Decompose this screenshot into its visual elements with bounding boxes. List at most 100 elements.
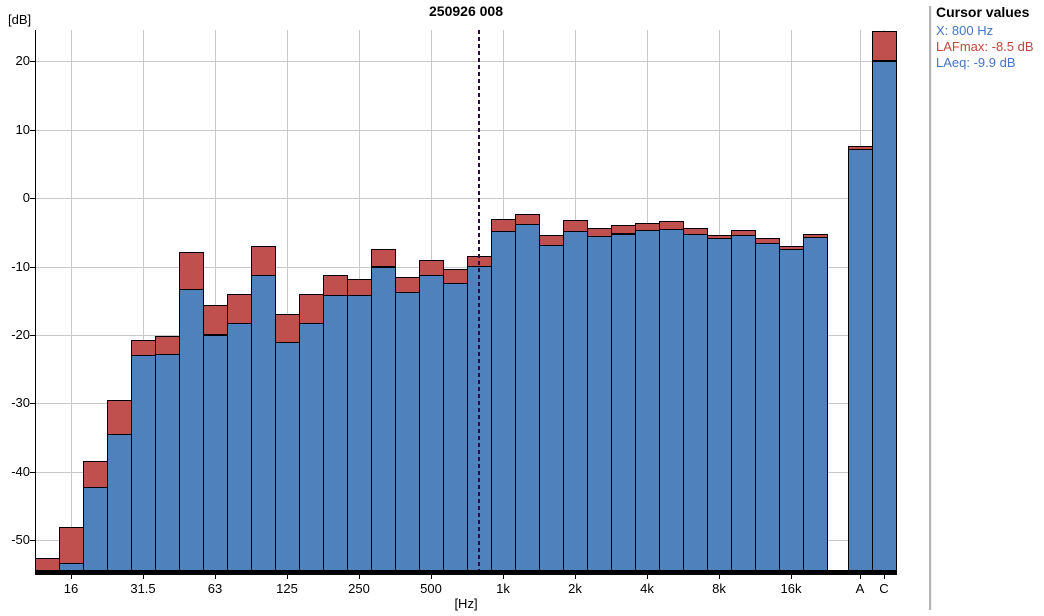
v-gridline: [215, 30, 216, 570]
x-axis-line: [35, 570, 897, 575]
x-axis-unit-label: [Hz]: [454, 596, 478, 611]
bar-laeq-315[interactable]: [371, 267, 396, 571]
bar-laeq-20k[interactable]: [803, 237, 828, 571]
y-tick-label: 0: [22, 190, 30, 205]
bar-laeq-8k[interactable]: [707, 238, 732, 571]
bar-laeq-2.5k[interactable]: [587, 236, 612, 571]
cursor-lafmax-value: LAFmax: -8.5 dB: [936, 39, 1034, 54]
bar-lafmax-20[interactable]: [83, 461, 108, 488]
y-tick-mark: [30, 267, 35, 268]
x-tick-mark: [719, 575, 720, 579]
panel-separator: [929, 6, 932, 610]
x-tick-label: 8k: [712, 581, 726, 596]
bar-lafmax-25[interactable]: [107, 400, 132, 435]
x-tick-mark: [884, 575, 885, 579]
x-tick-label: 4k: [640, 581, 654, 596]
bar-laeq-6.3k[interactable]: [683, 234, 708, 571]
bar-laeq-50[interactable]: [179, 289, 204, 571]
bar-laeq-200[interactable]: [323, 295, 348, 571]
y-tick-mark: [30, 61, 35, 62]
cursor-x-value: X: 800 Hz: [936, 23, 994, 38]
x-tick-label: 250: [348, 581, 370, 596]
y-tick-mark: [30, 403, 35, 404]
bar-laeq-3.15k[interactable]: [611, 234, 636, 571]
bar-laeq-25[interactable]: [107, 434, 132, 571]
bar-laeq-125[interactable]: [275, 342, 300, 571]
cursor-values-panel: Cursor values X: 800 Hz LAFmax: -8.5 dB …: [936, 4, 1042, 71]
bar-laeq-12.5k[interactable]: [755, 243, 780, 571]
bar-lafmax-200[interactable]: [323, 275, 348, 297]
x-tick-label: 16k: [780, 581, 802, 596]
y-tick-mark: [30, 198, 35, 199]
x-tick-mark: [359, 575, 360, 579]
bar-laeq-16k[interactable]: [779, 249, 804, 571]
bar-lafmax-63[interactable]: [203, 305, 228, 335]
y-axis-line: [35, 30, 36, 575]
v-gridline: [71, 30, 72, 570]
y-axis-unit-label: [dB]: [8, 12, 32, 27]
x-tick-label: C: [879, 581, 889, 596]
bar-lafmax-80[interactable]: [227, 294, 252, 324]
x-tick-mark: [860, 575, 861, 579]
bar-lafmax-250[interactable]: [347, 279, 372, 296]
x-tick-label: 1k: [496, 581, 510, 596]
bar-laeq-40[interactable]: [155, 354, 180, 571]
bar-lafmax-630[interactable]: [443, 269, 468, 284]
bar-laeq-63[interactable]: [203, 335, 228, 571]
bar-laeq-5k[interactable]: [659, 229, 684, 571]
h-gridline: [35, 267, 897, 268]
bar-laeq-2k[interactable]: [563, 231, 588, 571]
bar-lafmax-500[interactable]: [419, 260, 444, 276]
x-tick-label: 16: [63, 581, 79, 596]
bar-laeq-630[interactable]: [443, 283, 468, 571]
x-tick-label: 63: [207, 581, 223, 596]
x-tick-mark: [503, 575, 504, 579]
x-tick-mark: [71, 575, 72, 579]
y-tick-label: -50: [11, 532, 30, 547]
bar-laeq-500[interactable]: [419, 275, 444, 571]
bar-lafmax-3.15k[interactable]: [611, 225, 636, 234]
bar-lafmax-315[interactable]: [371, 249, 396, 267]
bar-laeq-10k[interactable]: [731, 235, 756, 571]
x-tick-label: 500: [420, 581, 442, 596]
x-tick-label: 31.5: [130, 581, 156, 596]
bar-lafmax-16[interactable]: [59, 527, 84, 564]
bar-laeq-1.25k[interactable]: [515, 224, 540, 571]
bar-laeq-80[interactable]: [227, 323, 252, 571]
cursor-panel-title: Cursor values: [936, 4, 1030, 20]
bar-lafmax-C[interactable]: [872, 31, 897, 61]
v-gridline: [287, 30, 288, 570]
bar-laeq-1k[interactable]: [491, 231, 516, 571]
x-tick-mark: [791, 575, 792, 579]
y-tick-mark: [30, 540, 35, 541]
chart-title: 250926 008: [429, 3, 503, 19]
h-gridline: [35, 130, 897, 131]
bar-laeq-C[interactable]: [872, 61, 897, 571]
y-tick-mark: [30, 472, 35, 473]
bar-lafmax-160[interactable]: [299, 294, 324, 324]
bar-laeq-A[interactable]: [848, 149, 873, 571]
bar-laeq-1.6k[interactable]: [539, 245, 564, 571]
bar-laeq-100[interactable]: [251, 275, 276, 571]
h-gridline: [35, 61, 897, 62]
bar-laeq-250[interactable]: [347, 295, 372, 571]
x-tick-mark: [431, 575, 432, 579]
bar-laeq-160[interactable]: [299, 323, 324, 571]
x-tick-mark: [215, 575, 216, 579]
y-tick-label: 20: [15, 53, 30, 68]
y-tick-mark: [30, 335, 35, 336]
bar-lafmax-100[interactable]: [251, 246, 276, 276]
y-tick-label: -10: [11, 259, 30, 274]
x-tick-mark: [287, 575, 288, 579]
cursor-laeq-value: LAeq: -9.9 dB: [936, 55, 1016, 70]
bar-laeq-20[interactable]: [83, 487, 108, 571]
bar-laeq-400[interactable]: [395, 292, 420, 571]
bar-laeq-31.5[interactable]: [131, 355, 156, 571]
bar-lafmax-50[interactable]: [179, 252, 204, 290]
cursor-line[interactable]: [478, 30, 480, 570]
bar-lafmax-40[interactable]: [155, 336, 180, 355]
y-tick-label: -40: [11, 464, 30, 479]
bar-laeq-4k[interactable]: [635, 230, 660, 571]
bar-lafmax-125[interactable]: [275, 314, 300, 343]
x-tick-label: A: [855, 581, 865, 596]
